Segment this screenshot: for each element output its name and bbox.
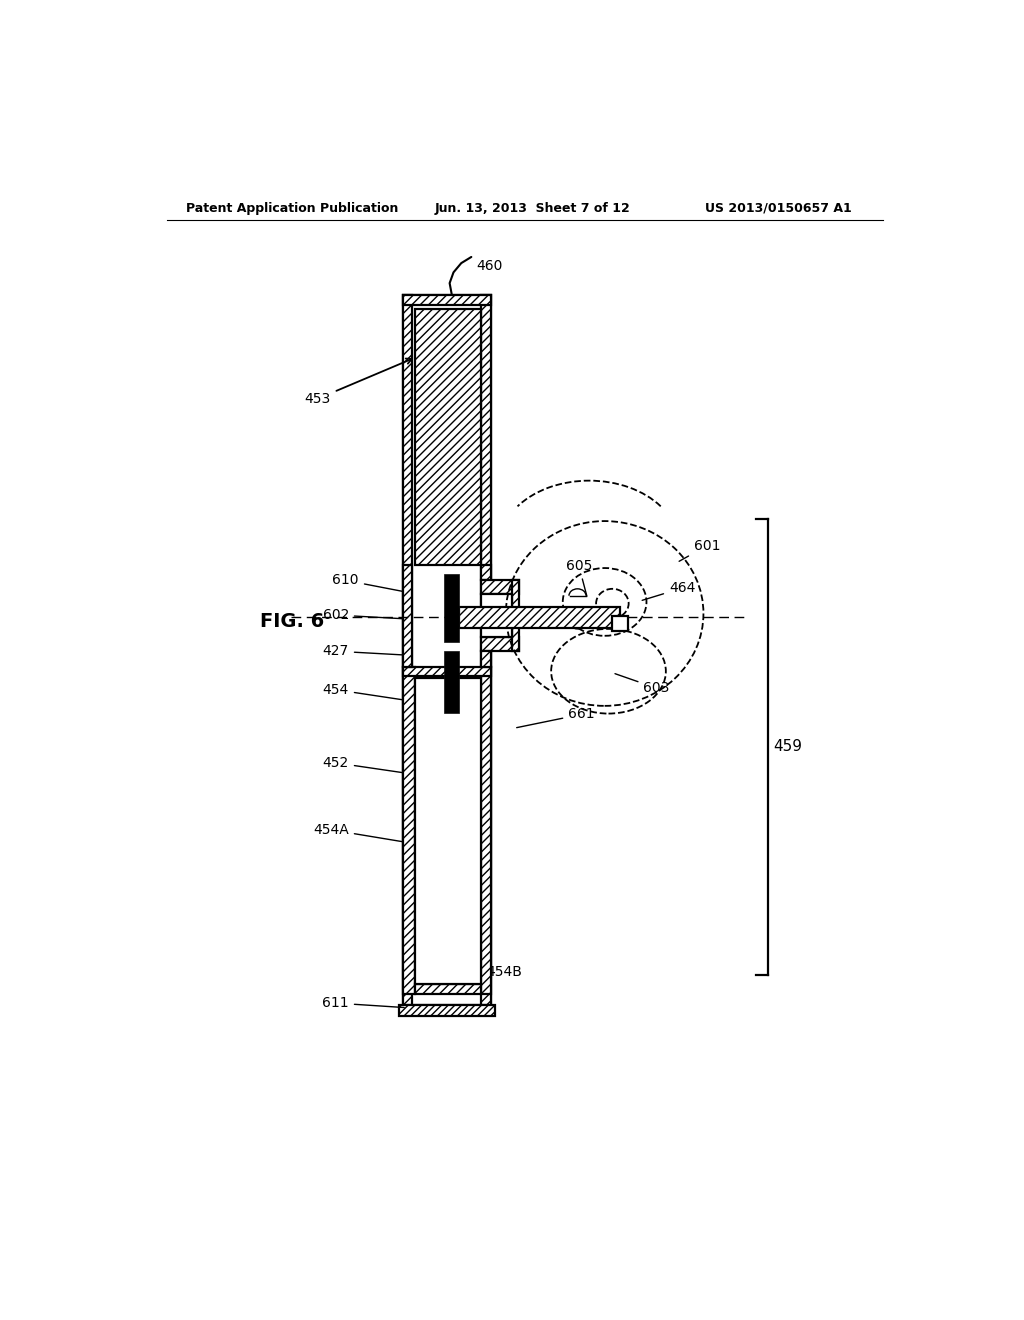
Bar (480, 667, 490, 994)
Bar (444, 574, 459, 642)
Bar (403, 667, 490, 676)
Text: 452: 452 (323, 756, 412, 774)
Bar (403, 667, 415, 994)
Bar (403, 296, 413, 1006)
Bar (481, 581, 519, 594)
Text: 603: 603 (615, 673, 670, 696)
Text: 427: 427 (323, 644, 402, 659)
Bar (481, 565, 490, 581)
Text: 454B: 454B (476, 965, 522, 987)
Text: 611: 611 (323, 997, 404, 1010)
Bar (415, 983, 480, 994)
Bar (403, 296, 490, 305)
Bar (481, 638, 519, 651)
Bar (612, 615, 628, 631)
Text: 610: 610 (333, 573, 402, 591)
Text: 460: 460 (477, 259, 503, 273)
Text: 605: 605 (566, 560, 592, 597)
Text: FIG. 6: FIG. 6 (260, 612, 324, 631)
Text: 602: 602 (323, 609, 402, 622)
Text: 459: 459 (773, 739, 802, 754)
Bar (399, 1006, 495, 1016)
Bar (512, 581, 519, 651)
Text: Patent Application Publication: Patent Application Publication (186, 202, 398, 215)
Text: US 2013/0150657 A1: US 2013/0150657 A1 (706, 202, 852, 215)
Text: 661: 661 (517, 708, 595, 727)
Bar (459, 607, 621, 628)
Text: 453: 453 (305, 359, 412, 405)
Bar (403, 296, 490, 1006)
Bar (481, 651, 490, 667)
Text: 601: 601 (679, 539, 720, 561)
Text: 464: 464 (642, 581, 695, 601)
Bar (415, 678, 480, 983)
Text: 454A: 454A (313, 822, 412, 843)
Bar (415, 309, 480, 565)
Bar (403, 565, 413, 667)
Text: Jun. 13, 2013  Sheet 7 of 12: Jun. 13, 2013 Sheet 7 of 12 (434, 202, 630, 215)
Bar (481, 594, 512, 638)
Text: 454: 454 (323, 682, 410, 701)
Bar (444, 651, 459, 713)
Bar (481, 296, 490, 1006)
